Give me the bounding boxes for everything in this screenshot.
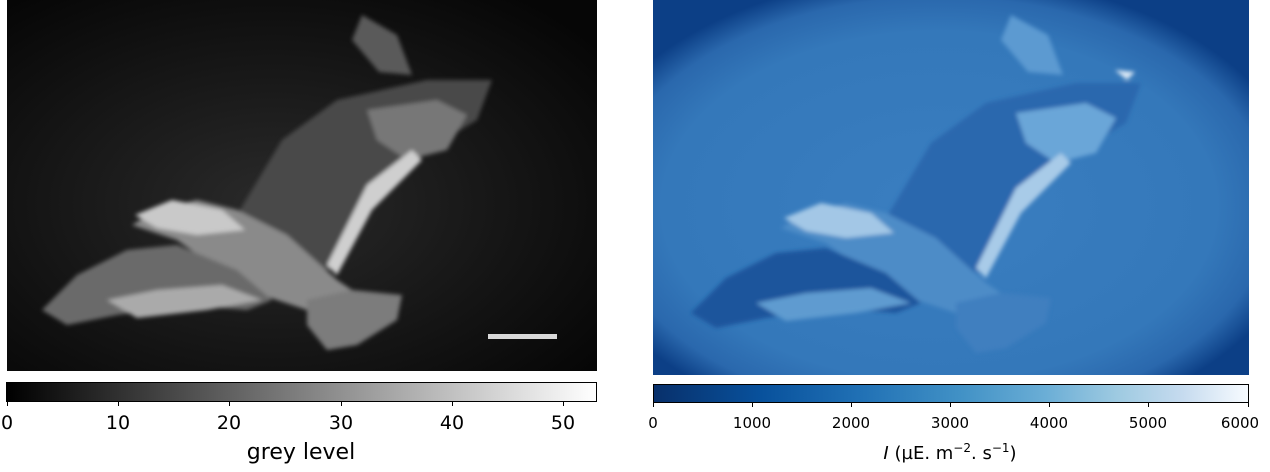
greyscale-gull-image bbox=[7, 0, 597, 371]
intensity-map-image bbox=[653, 0, 1249, 375]
scale-bar bbox=[488, 334, 557, 339]
intensity-tick bbox=[1148, 402, 1149, 407]
intensity-tick bbox=[752, 402, 753, 407]
unit-prefix: (µE. m bbox=[894, 443, 954, 464]
grey-tick-label: 30 bbox=[328, 412, 354, 434]
intensity-tick bbox=[851, 402, 852, 407]
intensity-tick bbox=[1248, 402, 1249, 407]
grey-tick-label: 40 bbox=[439, 412, 465, 434]
unit-exponent-area: −2 bbox=[953, 441, 972, 455]
grey-tick bbox=[7, 401, 8, 406]
grey-tick-label: 50 bbox=[550, 412, 576, 434]
grey-tick bbox=[452, 401, 453, 406]
grey-tick-label: 10 bbox=[105, 412, 131, 434]
intensity-colorbar bbox=[653, 384, 1249, 403]
intensity-tick bbox=[950, 402, 951, 407]
intensity-symbol: I bbox=[883, 443, 889, 464]
grey-colorbar-label: grey level bbox=[246, 440, 356, 465]
intensity-tick-label: 5000 bbox=[1128, 414, 1168, 432]
grey-tick bbox=[563, 401, 564, 406]
grey-tick bbox=[229, 401, 230, 406]
unit-end: ) bbox=[1009, 443, 1017, 464]
intensity-tick-label: 4000 bbox=[1029, 414, 1069, 432]
grey-tick bbox=[118, 401, 119, 406]
intensity-tick bbox=[1049, 402, 1050, 407]
intensity-tick bbox=[653, 402, 654, 407]
intensity-colorbar-label: I (µE. m−2. s−1) bbox=[883, 441, 1016, 464]
grey-tick bbox=[341, 401, 342, 406]
intensity-tick-label: 3000 bbox=[930, 414, 970, 432]
unit-exponent-time: −1 bbox=[991, 441, 1010, 455]
grey-tick-label: 20 bbox=[216, 412, 242, 434]
intensity-tick-label: 0 bbox=[648, 414, 658, 432]
intensity-tick-label: 1000 bbox=[732, 414, 772, 432]
intensity-tick-label: 2000 bbox=[831, 414, 871, 432]
unit-mid: . s bbox=[971, 443, 992, 464]
grey-tick-label: 0 bbox=[0, 412, 14, 434]
grey-level-colorbar bbox=[6, 382, 597, 402]
intensity-tick-label: 6000 bbox=[1220, 414, 1260, 432]
